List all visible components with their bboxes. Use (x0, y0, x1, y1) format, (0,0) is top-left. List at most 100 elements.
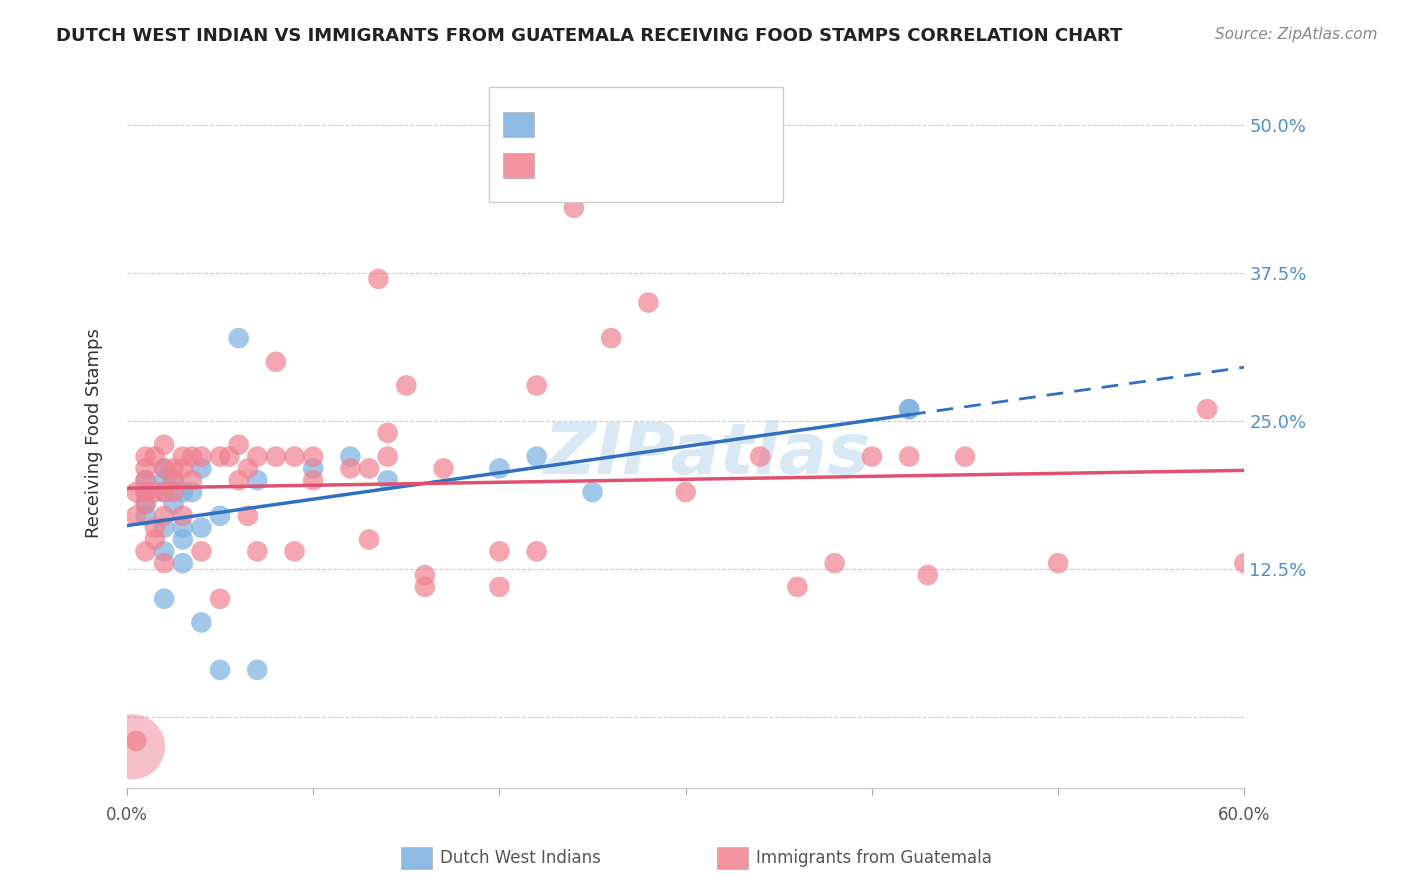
Point (302, 461, 325, 475)
Point (228, 331, 250, 345)
Text: 0.192: 0.192 (582, 156, 638, 174)
Point (898, 402, 921, 417)
Point (302, 450, 325, 464)
Text: R =: R = (544, 156, 583, 174)
Point (749, 450, 772, 464)
Point (283, 544, 305, 558)
Point (190, 544, 212, 558)
Point (413, 580, 436, 594)
Point (121, 739, 143, 754)
Point (172, 556, 194, 570)
Point (953, 450, 976, 464)
Point (600, 331, 623, 345)
Point (135, 485, 157, 500)
Point (162, 473, 184, 487)
Point (786, 580, 808, 594)
Point (125, 734, 148, 748)
Point (246, 663, 269, 677)
Text: R =: R = (544, 116, 583, 134)
Point (172, 450, 194, 464)
Point (208, 450, 231, 464)
Point (135, 461, 157, 475)
Point (143, 485, 166, 500)
Point (172, 533, 194, 547)
Point (143, 533, 166, 547)
Point (1047, 556, 1070, 570)
Text: Dutch West Indians: Dutch West Indians (440, 849, 600, 867)
Point (135, 508, 157, 523)
Text: 71: 71 (685, 156, 710, 174)
Point (190, 450, 212, 464)
Point (172, 521, 194, 535)
Point (228, 473, 250, 487)
Text: 33: 33 (685, 116, 710, 134)
Point (208, 663, 231, 677)
Point (181, 450, 204, 464)
Point (172, 508, 194, 523)
Point (367, 272, 389, 286)
Point (143, 521, 166, 535)
Point (135, 485, 157, 500)
Point (135, 497, 157, 511)
Point (860, 450, 883, 464)
Point (898, 450, 921, 464)
Text: 0.253: 0.253 (582, 116, 638, 134)
Point (526, 378, 548, 392)
Text: Immigrants from Guatemala: Immigrants from Guatemala (756, 849, 993, 867)
Text: Source: ZipAtlas.com: Source: ZipAtlas.com (1215, 27, 1378, 42)
Point (125, 485, 148, 500)
Text: N =: N = (650, 156, 689, 174)
Point (143, 450, 166, 464)
Point (153, 473, 176, 487)
Text: DUTCH WEST INDIAN VS IMMIGRANTS FROM GUATEMALA RECEIVING FOOD STAMPS CORRELATION: DUTCH WEST INDIAN VS IMMIGRANTS FROM GUA… (56, 27, 1122, 45)
Point (135, 497, 157, 511)
Point (1233, 556, 1256, 570)
Point (153, 485, 176, 500)
Point (153, 521, 176, 535)
Point (153, 438, 176, 452)
Point (1197, 402, 1219, 417)
Y-axis label: Receiving Food Stamps: Receiving Food Stamps (86, 328, 103, 538)
Point (208, 508, 231, 523)
Point (181, 485, 204, 500)
Point (246, 544, 269, 558)
Point (181, 473, 204, 487)
Point (208, 591, 231, 606)
Point (302, 473, 325, 487)
Point (357, 533, 380, 547)
Point (488, 580, 510, 594)
Point (135, 473, 157, 487)
Point (395, 378, 418, 392)
Point (637, 295, 659, 310)
Point (283, 450, 305, 464)
Point (377, 425, 399, 440)
Text: ZIPatlas: ZIPatlas (544, 420, 872, 489)
Point (153, 556, 176, 570)
Point (264, 355, 287, 369)
Point (339, 461, 361, 475)
Point (125, 508, 148, 523)
Point (135, 544, 157, 558)
Text: N =: N = (650, 116, 689, 134)
Point (236, 461, 259, 475)
Point (357, 461, 380, 475)
Point (413, 568, 436, 582)
Point (190, 461, 212, 475)
Point (153, 544, 176, 558)
Point (162, 485, 184, 500)
Point (153, 461, 176, 475)
Point (246, 450, 269, 464)
Point (526, 544, 548, 558)
Point (898, 402, 921, 417)
Point (162, 497, 184, 511)
Point (562, 201, 585, 215)
Point (153, 461, 176, 475)
Point (153, 508, 176, 523)
Point (153, 485, 176, 500)
Point (377, 450, 399, 464)
Point (264, 450, 287, 464)
Point (246, 473, 269, 487)
Point (675, 485, 697, 500)
Point (917, 568, 939, 582)
Point (218, 450, 240, 464)
